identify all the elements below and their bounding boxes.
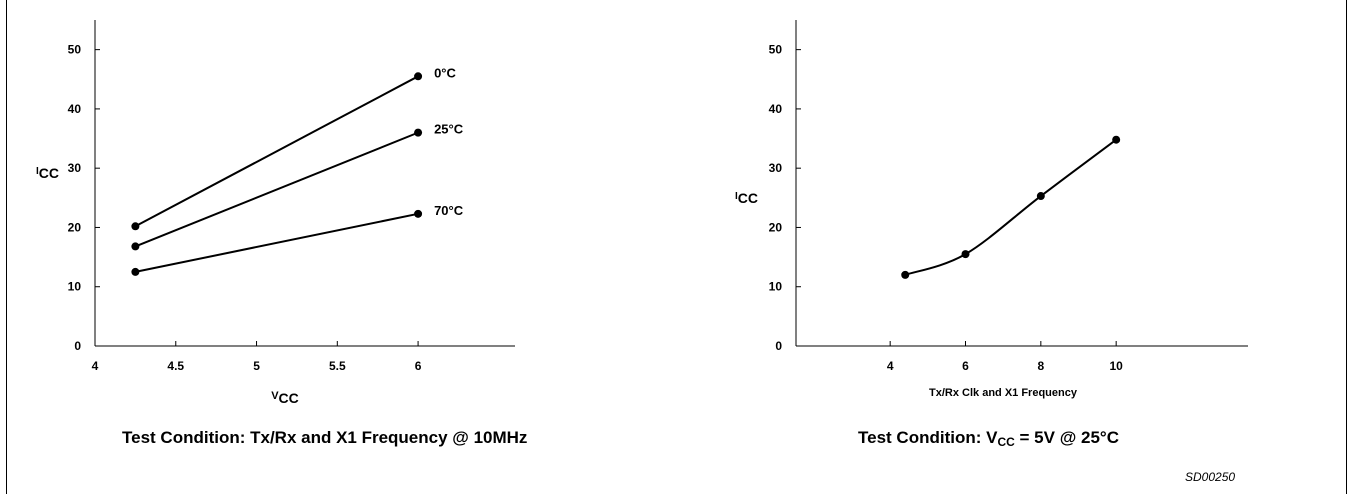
- x-tick-label: 5: [253, 359, 260, 373]
- y-tick-label: 30: [769, 161, 783, 175]
- series-line: [904, 138, 1117, 276]
- y-tick-label: 50: [68, 43, 82, 57]
- caption-left: Test Condition: Tx/Rx and X1 Frequency @…: [122, 428, 527, 448]
- data-point: [414, 209, 423, 218]
- y-tick-label: 30: [68, 161, 82, 175]
- x-tick-label: 10: [1109, 359, 1123, 373]
- series-label: 25°C: [434, 122, 464, 137]
- y-tick-label: 0: [74, 339, 81, 353]
- y-axis-label: ICC: [735, 190, 758, 206]
- y-tick-label: 20: [68, 220, 82, 234]
- figure-code: SD00250: [1185, 470, 1236, 484]
- data-point: [1112, 135, 1121, 144]
- x-tick-label: 4.5: [167, 359, 184, 373]
- caption-right-suffix: = 5V @ 25°C: [1014, 428, 1119, 447]
- caption-right-sub: CC: [997, 435, 1015, 449]
- chart-right: 0 10 20 30 40 50 4 6 8 10 ICC Tx/Rx Clk and X1 Freq…: [735, 20, 1248, 399]
- x-tick-label: 6: [415, 359, 422, 373]
- data-point: [414, 72, 423, 81]
- y-tick-label: 20: [769, 220, 783, 234]
- series-line-1: [135, 131, 419, 248]
- x-axis-label: Tx/Rx Clk and X1 Frequency: [929, 387, 1078, 399]
- series-line-0: [134, 75, 419, 228]
- y-tick-label: 0: [775, 339, 782, 353]
- y-tick-label: 10: [769, 280, 783, 294]
- x-axis-label: VCC: [271, 390, 299, 406]
- caption-right: Test Condition: VCC = 5V @ 25°C: [858, 428, 1119, 449]
- y-tick-label: 50: [769, 43, 783, 57]
- data-point: [131, 267, 140, 276]
- chart-left: 0 10 20 30 40 50 4 4.5 5 5.5 6 ICC VCC 0°C 25°C 70°C: [36, 20, 515, 406]
- data-point: [414, 128, 423, 137]
- figure-border: [6, 0, 1347, 494]
- data-point: [131, 242, 140, 251]
- caption-right-prefix: Test Condition: V: [858, 428, 998, 447]
- x-tick-label: 4: [887, 359, 894, 373]
- series-label: 0°C: [434, 65, 456, 80]
- data-point: [131, 222, 140, 231]
- x-tick-label: 8: [1037, 359, 1044, 373]
- x-tick-label: 4: [92, 359, 99, 373]
- data-point: [901, 270, 910, 279]
- y-tick-label: 40: [769, 102, 783, 116]
- x-tick-label: 6: [962, 359, 969, 373]
- y-axis-label: ICC: [36, 165, 59, 181]
- data-point: [961, 250, 970, 259]
- series-line-2: [135, 212, 419, 273]
- data-point: [1036, 192, 1045, 201]
- caption-left-text: Test Condition: Tx/Rx and X1 Frequency @…: [122, 428, 528, 447]
- x-tick-label: 5.5: [329, 359, 346, 373]
- series-label: 70°C: [434, 203, 464, 218]
- y-tick-label: 10: [68, 280, 82, 294]
- y-tick-label: 40: [68, 102, 82, 116]
